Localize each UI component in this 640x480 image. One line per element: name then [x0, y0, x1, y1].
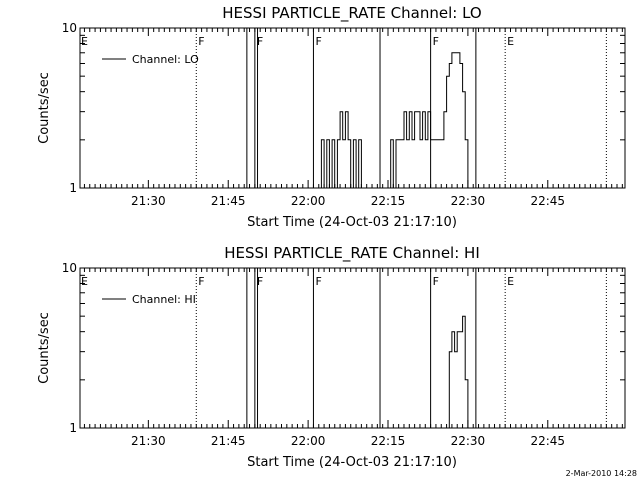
hi-event-marker: F: [433, 275, 439, 288]
hi-x-tick-label: 22:45: [530, 434, 565, 448]
hi-series-line: [446, 315, 469, 429]
hi-y-tick-label: 10: [62, 261, 77, 275]
hi-y-tick-label: 1: [69, 421, 77, 435]
lo-event-marker: E: [81, 35, 88, 48]
lo-y-tick-label: 1: [69, 181, 77, 195]
lo-x-tick-label: 22:30: [451, 194, 486, 208]
lo-x-tick-label: 22:45: [530, 194, 565, 208]
hi-chart-title: HESSI PARTICLE_RATE Channel: HI: [224, 244, 480, 263]
hi-y-axis-label: Counts/sec: [37, 312, 52, 384]
hi-x-axis-label: Start Time (24-Oct-03 21:17:10): [247, 455, 457, 470]
lo-y-axis-label: Counts/sec: [37, 72, 52, 144]
lo-event-marker: F: [433, 35, 439, 48]
hi-plot-frame: [79, 267, 626, 429]
lo-x-tick-label: 21:30: [131, 194, 166, 208]
lo-event-marker: F: [315, 35, 321, 48]
hi-x-tick-label: 22:00: [291, 434, 326, 448]
hi-x-tick-label: 22:15: [371, 434, 406, 448]
lo-plot-frame: [79, 27, 626, 189]
lo-channel-panel: HESSI PARTICLE_RATE Channel: LO Counts/s…: [37, 4, 626, 230]
hi-legend-label: Channel: HI: [132, 293, 196, 306]
lo-chart-title: HESSI PARTICLE_RATE Channel: LO: [222, 4, 481, 23]
date-stamp: 2-Mar-2010 14:28: [566, 469, 637, 478]
lo-series-line: [318, 52, 469, 189]
lo-x-tick-label: 22:00: [291, 194, 326, 208]
hi-channel-panel: HESSI PARTICLE_RATE Channel: HI Counts/s…: [37, 244, 626, 470]
hi-event-marker: F: [198, 275, 204, 288]
lo-x-tick-label: 22:15: [371, 194, 406, 208]
lo-x-tick-label: 21:45: [211, 194, 246, 208]
hi-event-marker: F: [315, 275, 321, 288]
lo-event-marker: E: [507, 35, 514, 48]
hi-x-tick-label: 21:30: [131, 434, 166, 448]
hi-x-tick-label: 21:45: [211, 434, 246, 448]
hi-event-marker: E: [507, 275, 514, 288]
lo-event-marker: F: [198, 35, 204, 48]
hi-x-tick-label: 22:30: [451, 434, 486, 448]
hi-event-marker: E: [81, 275, 88, 288]
lo-x-axis-label: Start Time (24-Oct-03 21:17:10): [247, 215, 457, 230]
lo-legend-label: Channel: LO: [132, 53, 199, 66]
hi-event-marker: F: [257, 275, 263, 288]
lo-y-tick-label: 10: [62, 21, 77, 35]
lo-event-marker: F: [257, 35, 263, 48]
